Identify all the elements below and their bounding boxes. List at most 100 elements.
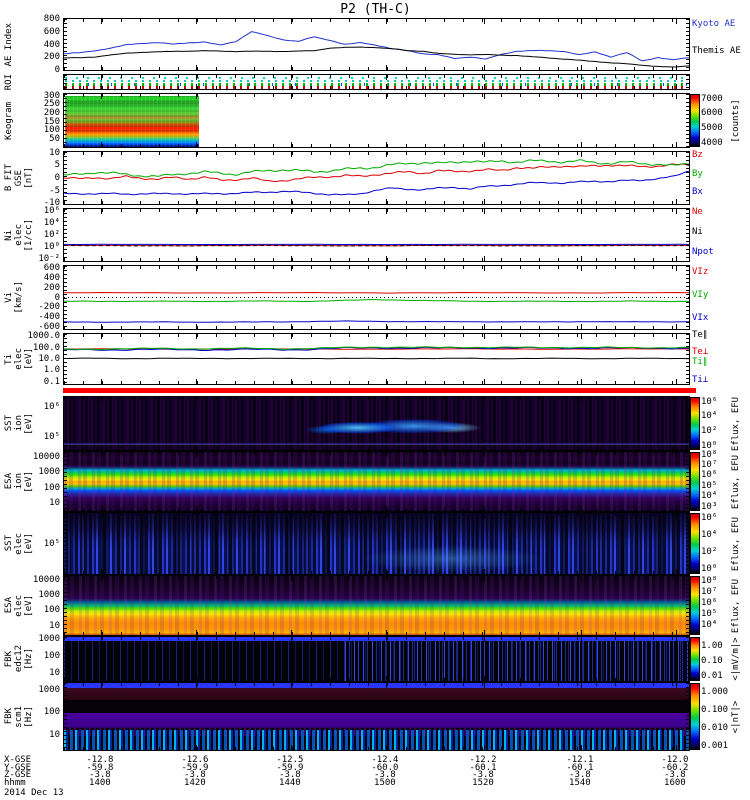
y-tick-label: 10⁰	[43, 241, 60, 252]
time-tick	[385, 676, 387, 681]
time-tick	[580, 84, 582, 89]
plot-title: P2 (TH-C)	[340, 2, 411, 17]
time-tick	[484, 334, 485, 339]
time-tick	[100, 152, 102, 157]
time-tick	[484, 452, 485, 457]
time-tick	[100, 445, 102, 450]
temperature-plot-box	[63, 333, 690, 385]
time-tick	[195, 576, 197, 581]
time-tick	[484, 84, 485, 89]
y-axis-label-line: [eV]	[24, 412, 34, 435]
colorbar-tick-label: 10⁴	[701, 530, 718, 541]
time-tick	[195, 637, 197, 642]
bottom-row-value: -59.8	[86, 763, 114, 773]
minor-time-ticks-bottom	[64, 86, 689, 89]
bottom-row-label: hhmm	[4, 778, 26, 788]
y-axis-label: ROI	[4, 74, 14, 90]
minor-time-ticks-top	[64, 19, 689, 22]
velocity-chart	[64, 291, 689, 323]
panel-esa-ion: ESA ion [eV] 10000 1000 100 10 10⁸ 10⁷ 10⁶ 10⁵ 10⁴ 1…	[0, 449, 750, 512]
bottom-row-label: Y-GSE	[4, 763, 32, 773]
colorbar-tick-label: 10²	[701, 546, 718, 557]
time-tick	[484, 506, 485, 511]
time-tick	[385, 683, 387, 688]
time-tick	[484, 676, 485, 681]
y-tick-label: 1000	[38, 685, 60, 696]
time-tick	[675, 576, 677, 581]
y-tick-label: 100	[43, 706, 60, 717]
time-tick	[385, 569, 387, 574]
bottom-row-value: -60.0	[371, 763, 399, 773]
colorbar-unit-label: Eflux, EFU	[731, 578, 741, 633]
colorbar-tick-label: 0.10	[701, 655, 723, 666]
bottom-row-value: 1520	[472, 778, 494, 788]
y-tick-label: 100	[43, 125, 60, 136]
y-tick-label: 10²	[43, 230, 60, 240]
time-tick	[100, 397, 102, 402]
bottom-row-value: -60.1	[469, 763, 497, 773]
time-tick	[290, 445, 292, 450]
y-tick-label: 1000	[38, 590, 60, 601]
time-tick	[100, 75, 102, 80]
time-tick	[385, 334, 387, 339]
time-tick	[385, 19, 387, 24]
bottom-row-value: -12.5	[276, 755, 304, 765]
time-tick	[100, 256, 102, 261]
colorbar-tick-label: 10⁶	[701, 396, 718, 407]
series-Themis AE	[64, 46, 689, 68]
y-axis-label-line: ion	[14, 415, 24, 432]
y-tick-label: 100	[43, 650, 60, 661]
y-tick-label: 10.0	[38, 354, 60, 364]
colorbar-tick-label: 1.000	[701, 686, 729, 697]
time-tick	[290, 199, 292, 204]
minor-time-ticks-top	[64, 152, 689, 155]
bottom-row-value: -60.2	[661, 763, 689, 773]
time-tick	[675, 19, 677, 24]
minor-time-ticks-top	[64, 637, 689, 640]
time-tick	[195, 397, 197, 402]
time-tick	[195, 266, 197, 271]
esa-ion-spectrogram	[63, 451, 690, 512]
time-tick	[385, 84, 387, 89]
time-tick	[195, 94, 197, 99]
y-tick-label: 10⁵	[43, 538, 60, 549]
bfield-chart	[64, 159, 689, 196]
time-tick	[675, 152, 677, 157]
minor-time-ticks-top	[64, 397, 689, 400]
time-tick	[675, 75, 677, 80]
bottom-row-value: -59.9	[276, 763, 304, 773]
bottom-row-label: X-GSE	[4, 755, 32, 765]
time-tick	[195, 65, 197, 70]
time-tick	[100, 630, 102, 635]
time-tick	[675, 637, 677, 642]
y-tick-label: 10⁻²	[38, 253, 60, 264]
y-tick-label: 10⁶	[43, 402, 60, 412]
bottom-row-value: -59.9	[181, 763, 209, 773]
ae-chart	[64, 31, 689, 68]
series-Kyoto AE	[64, 31, 689, 62]
time-tick	[100, 513, 102, 518]
y-axis-label-line: SST	[4, 415, 14, 432]
time-tick	[100, 506, 102, 511]
trace-label: VIy	[692, 289, 709, 300]
time-tick	[195, 84, 197, 89]
minor-time-ticks-top	[64, 75, 689, 78]
time-tick	[385, 266, 387, 271]
bottom-axis: X-GSE -12.8 -12.6 -12.5 -12.4 -12.2 -12.1 -12.0…	[0, 756, 750, 796]
time-tick	[290, 152, 292, 157]
y-tick-label: 400	[43, 39, 60, 50]
series-Bz	[64, 163, 689, 183]
time-tick	[580, 256, 582, 261]
colorbar-tick-label: 10⁸	[701, 449, 718, 460]
colorbar-tick-label: 10⁶	[701, 470, 718, 481]
date-label: 2014 Dec 13	[4, 788, 64, 798]
minor-time-ticks-bottom	[64, 258, 689, 261]
time-tick	[290, 683, 292, 688]
trace-label: Ni	[692, 227, 703, 238]
time-tick	[100, 65, 102, 70]
y-tick-label: 10	[49, 497, 60, 508]
colorbar-tick-label: 10⁶	[701, 513, 718, 524]
time-tick	[580, 445, 582, 450]
time-tick	[484, 209, 485, 214]
